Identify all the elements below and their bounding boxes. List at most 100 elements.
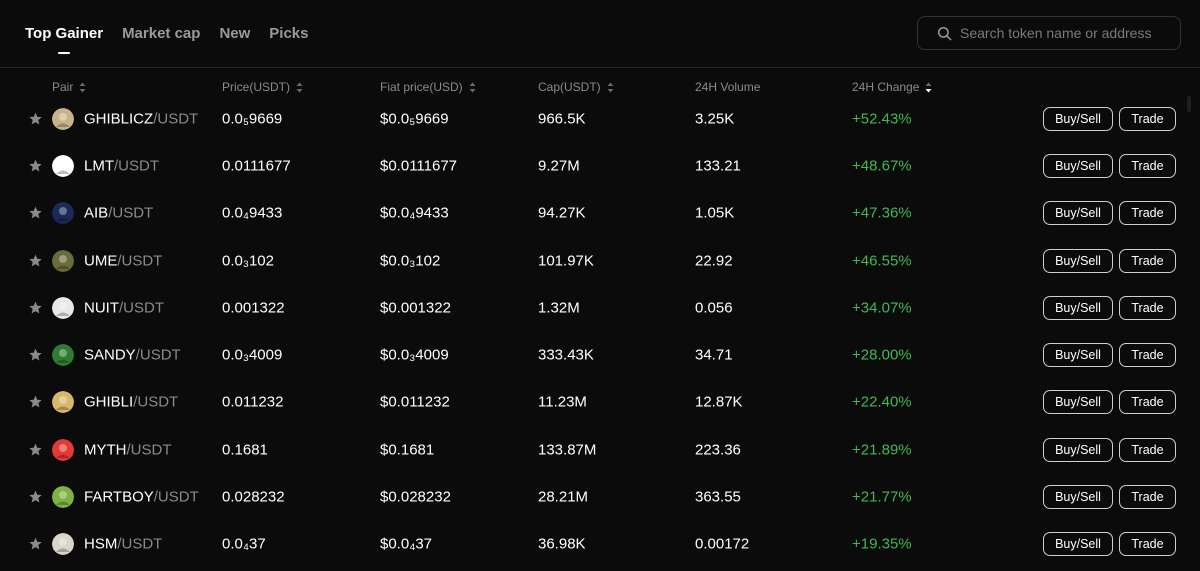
token-avatar (52, 296, 74, 319)
change-cell: +34.07% (852, 299, 912, 317)
table-row[interactable]: HSM/USDT 0.0₄37 $0.0₄37 36.98K 0.00172 +… (0, 521, 1200, 568)
cap-cell: 36.98K (538, 535, 586, 553)
cap-cell: 94.27K (538, 204, 586, 222)
fiat-price-cell: $0.0111677 (380, 157, 458, 175)
buy-sell-button[interactable]: Buy/Sell (1043, 153, 1113, 178)
buy-sell-button[interactable]: Buy/Sell (1043, 343, 1113, 368)
buy-sell-button[interactable]: Buy/Sell (1043, 485, 1113, 510)
base-symbol: GHIBLICZ (84, 110, 154, 128)
quote-symbol: /USDT (114, 157, 159, 175)
base-symbol: GHIBLI (84, 393, 134, 411)
table-row[interactable]: AIB/USDT 0.0₄9433 $0.0₄9433 94.27K 1.05K… (0, 190, 1200, 237)
pair-cell[interactable]: FARTBOY/USDT (84, 489, 199, 506)
trade-button[interactable]: Trade (1119, 106, 1176, 131)
pair-cell[interactable]: MYTH/USDT (84, 441, 172, 458)
column-label: Pair (52, 80, 74, 94)
token-avatar (52, 154, 74, 177)
token-avatar (52, 202, 74, 225)
token-avatar (52, 107, 74, 130)
column-header-volume[interactable]: 24H Volume (695, 78, 760, 96)
table-row[interactable]: FARTBOY/USDT 0.028232 $0.028232 28.21M 3… (0, 473, 1200, 520)
token-avatar (52, 391, 74, 414)
star-icon[interactable] (28, 442, 43, 457)
trade-button[interactable]: Trade (1119, 201, 1176, 226)
token-avatar (52, 344, 74, 367)
cap-cell: 9.27M (538, 157, 580, 175)
search-box[interactable] (917, 16, 1181, 50)
tab-new[interactable]: New (219, 25, 251, 42)
table-row[interactable]: MYTH/USDT 0.1681 $0.1681 133.87M 223.36 … (0, 426, 1200, 473)
star-icon[interactable] (28, 490, 43, 505)
buy-sell-button[interactable]: Buy/Sell (1043, 390, 1113, 415)
base-symbol: SANDY (84, 346, 136, 364)
scrollbar-thumb[interactable] (1187, 96, 1191, 112)
quote-symbol: /USDT (133, 393, 179, 411)
buy-sell-button[interactable]: Buy/Sell (1043, 532, 1113, 557)
change-cell: +46.55% (852, 252, 912, 270)
change-cell: +21.89% (852, 441, 912, 459)
table-row[interactable]: GHIBLI/USDT 0.011232 $0.011232 11.23M 12… (0, 379, 1200, 426)
star-icon[interactable] (28, 300, 43, 315)
trade-button[interactable]: Trade (1119, 390, 1176, 415)
buy-sell-button[interactable]: Buy/Sell (1043, 295, 1113, 320)
price-cell: 0.1681 (222, 441, 268, 459)
table-row[interactable]: NUIT/USDT 0.001322 $0.001322 1.32M 0.056… (0, 284, 1200, 331)
trade-button[interactable]: Trade (1119, 343, 1176, 368)
tab-top-gainer[interactable]: Top Gainer (25, 25, 104, 42)
pair-cell[interactable]: NUIT/USDT (84, 299, 164, 316)
trade-button[interactable]: Trade (1119, 485, 1176, 510)
table-row[interactable]: LMT/USDT 0.0111677 $0.0111677 9.27M 133.… (0, 142, 1200, 189)
table-row[interactable]: UME/USDT 0.0₃102 $0.0₃102 101.97K 22.92 … (0, 237, 1200, 284)
sort-icon (469, 82, 476, 92)
tab-market-cap[interactable]: Market cap (122, 25, 201, 42)
change-cell: +21.77% (852, 488, 912, 506)
table-row[interactable]: GHIBLICZ/USDT 0.0₅9669 $0.0₅9669 966.5K … (0, 95, 1200, 142)
star-icon[interactable] (28, 253, 43, 268)
volume-cell: 0.00172 (695, 535, 750, 553)
column-header-change[interactable]: 24H Change (852, 78, 932, 96)
base-symbol: UME (84, 252, 118, 270)
column-header-cap[interactable]: Cap(USDT) (538, 78, 614, 96)
pair-cell[interactable]: GHIBLI/USDT (84, 394, 178, 411)
volume-cell: 363.55 (695, 488, 741, 506)
buy-sell-button[interactable]: Buy/Sell (1043, 201, 1113, 226)
star-icon[interactable] (28, 206, 43, 221)
star-icon[interactable] (28, 158, 43, 173)
tab-picks[interactable]: Picks (269, 25, 309, 42)
fiat-price-cell: $0.0₅9669 (380, 110, 449, 128)
buy-sell-button[interactable]: Buy/Sell (1043, 437, 1113, 462)
table-row[interactable]: SANDY/USDT 0.0₃4009 $0.0₃4009 333.43K 34… (0, 331, 1200, 378)
cap-cell: 333.43K (538, 346, 594, 364)
price-cell: 0.0₅9669 (222, 110, 283, 128)
change-cell: +47.36% (852, 204, 912, 222)
trade-button[interactable]: Trade (1119, 532, 1176, 557)
buy-sell-button[interactable]: Buy/Sell (1043, 248, 1113, 273)
pair-cell[interactable]: SANDY/USDT (84, 347, 181, 364)
price-cell: 0.0111677 (222, 157, 291, 175)
pair-cell[interactable]: HSM/USDT (84, 536, 162, 553)
star-icon[interactable] (28, 111, 43, 126)
star-icon[interactable] (28, 348, 43, 363)
pair-cell[interactable]: LMT/USDT (84, 157, 159, 174)
star-icon[interactable] (28, 395, 43, 410)
trade-button[interactable]: Trade (1119, 248, 1176, 273)
change-cell: +52.43% (852, 110, 912, 128)
column-header-price[interactable]: Price(USDT) (222, 78, 303, 96)
column-header-pair[interactable]: Pair (52, 78, 86, 96)
trade-button[interactable]: Trade (1119, 153, 1176, 178)
column-header-fiat-price[interactable]: Fiat price(USD) (380, 78, 476, 96)
buy-sell-button[interactable]: Buy/Sell (1043, 106, 1113, 131)
quote-symbol: /USDT (153, 488, 199, 506)
trade-button[interactable]: Trade (1119, 437, 1176, 462)
base-symbol: HSM (84, 535, 118, 553)
pair-cell[interactable]: UME/USDT (84, 252, 162, 269)
star-icon[interactable] (28, 537, 43, 552)
pair-cell[interactable]: GHIBLICZ/USDT (84, 110, 198, 127)
pair-cell[interactable]: AIB/USDT (84, 205, 153, 222)
change-cell: +22.40% (852, 393, 912, 411)
sort-icon (296, 82, 303, 92)
search-input[interactable] (960, 25, 1180, 41)
trade-button[interactable]: Trade (1119, 295, 1176, 320)
price-cell: 0.0₄9433 (222, 204, 283, 222)
